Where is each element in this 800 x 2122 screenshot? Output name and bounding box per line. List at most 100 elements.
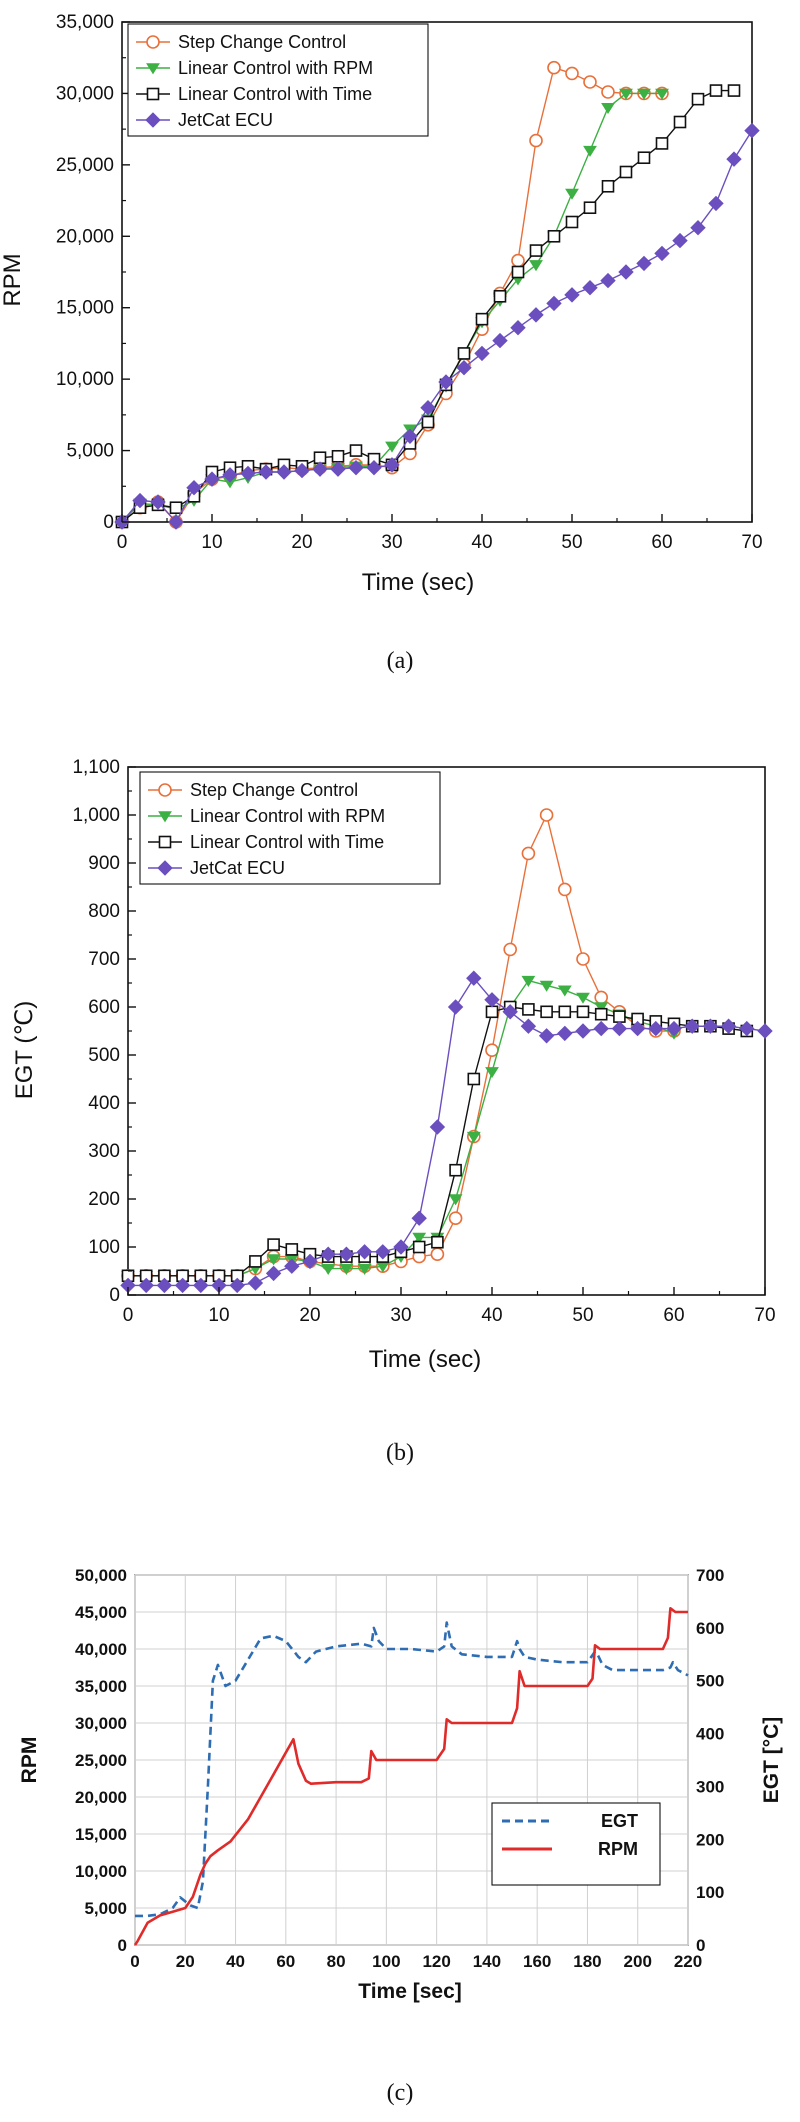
y-tick-label: 15,000 — [75, 1825, 127, 1844]
data-point — [502, 1004, 518, 1020]
data-point — [266, 1254, 281, 1266]
x-tick-label: 50 — [561, 532, 582, 553]
data-point — [629, 1020, 646, 1037]
y-tick-label: 900 — [88, 853, 120, 874]
data-point — [565, 215, 579, 229]
data-point — [521, 846, 536, 861]
data-point — [467, 1072, 481, 1086]
y-tick-label: 100 — [88, 1237, 120, 1258]
series-line-egt — [135, 1621, 689, 1918]
x-tick-label: 70 — [754, 1305, 775, 1326]
x-tick-label: 200 — [624, 1952, 652, 1971]
legend-a: Step Change Control Linear Control with R… — [127, 23, 429, 137]
data-point — [594, 1002, 609, 1014]
data-point — [539, 808, 554, 822]
data-point — [503, 942, 518, 957]
data-point — [421, 415, 435, 429]
data-point — [449, 1163, 462, 1177]
data-point — [673, 115, 687, 129]
data-point — [138, 1277, 154, 1294]
data-point — [511, 253, 525, 268]
legend-marker — [157, 860, 173, 876]
data-point — [619, 88, 633, 100]
x-tick-label: 30 — [390, 1305, 411, 1326]
data-point — [576, 952, 590, 966]
legend-marker — [158, 811, 172, 823]
x-tick-label: 40 — [471, 532, 492, 553]
data-point — [547, 229, 561, 243]
data-point — [648, 1020, 664, 1037]
data-point — [338, 1246, 355, 1262]
data-point — [538, 1028, 555, 1044]
data-point — [619, 165, 633, 179]
y2-tick-label: 400 — [696, 1725, 724, 1744]
legend-label: EGT — [601, 1811, 638, 1831]
y-axis-label-c: RPM — [18, 1737, 41, 1784]
data-point — [557, 882, 572, 897]
y2-tick-label: 600 — [696, 1619, 724, 1638]
legend-label: JetCat ECU — [178, 110, 273, 130]
data-point — [594, 990, 609, 1005]
data-point — [456, 360, 472, 376]
data-point — [475, 312, 489, 326]
caption-b: (b) — [386, 1440, 414, 1466]
data-point — [339, 1263, 354, 1275]
data-point — [466, 970, 482, 986]
legend-label: Linear Control with Time — [190, 832, 384, 852]
y-tick-label: 1,000 — [72, 805, 120, 826]
x-tick-label: 40 — [226, 1952, 245, 1971]
y-axis-label-a: RPM — [0, 253, 26, 306]
data-point — [156, 1277, 173, 1294]
y-tick-label: 10,000 — [56, 369, 114, 390]
legend-c: EGT RPM — [491, 1802, 661, 1886]
data-point — [672, 232, 688, 249]
x-tick-label: 30 — [381, 532, 402, 553]
data-point — [691, 92, 705, 106]
x-tick-label: 10 — [208, 1305, 229, 1326]
data-point — [528, 307, 544, 323]
chart-a: 0 10 20 30 40 50 60 70 0 5,000 10,000 15,000 20,000… — [0, 12, 763, 674]
data-point — [576, 1005, 590, 1019]
x-axis-label-b: Time (sec) — [369, 1346, 481, 1373]
y-tick-label: 5,000 — [66, 441, 114, 462]
data-point — [402, 428, 418, 444]
data-point — [474, 345, 490, 362]
data-point — [511, 265, 525, 279]
legend-marker — [145, 112, 161, 128]
x-tick-label: 0 — [130, 1952, 139, 1971]
data-point — [744, 122, 760, 139]
data-point — [240, 465, 256, 482]
data-point — [510, 320, 526, 336]
data-point — [438, 374, 454, 390]
data-point — [702, 1018, 719, 1034]
data-point — [429, 1119, 446, 1135]
data-point — [709, 84, 723, 97]
data-point — [186, 480, 202, 496]
data-point — [249, 1255, 262, 1268]
data-point — [484, 992, 500, 1008]
data-point — [565, 188, 579, 200]
y-tick-label: 25,000 — [75, 1751, 127, 1770]
data-point — [557, 1025, 573, 1042]
data-point — [430, 1247, 445, 1261]
y-tick-label: 35,000 — [75, 1677, 127, 1696]
y-tick-label: 35,000 — [56, 12, 114, 33]
data-point — [412, 1240, 426, 1254]
y2-axis-label-c: EGT [°C] — [760, 1717, 783, 1804]
chart-b: 0 10 20 30 40 50 60 70 0 100 200 300 400 500 600 700 80… — [11, 757, 776, 1466]
data-point — [393, 1239, 409, 1255]
data-point — [576, 992, 590, 1004]
data-point — [540, 1005, 553, 1019]
y-tick-label: 400 — [88, 1093, 120, 1114]
data-point — [356, 1244, 373, 1260]
x-axis-label-c: Time [sec] — [358, 1980, 462, 2003]
legend-label: Linear Control with RPM — [178, 58, 373, 78]
data-point — [637, 151, 651, 165]
data-point — [594, 1007, 608, 1021]
data-point — [583, 201, 597, 215]
data-point — [666, 1020, 682, 1037]
data-point — [757, 1023, 773, 1039]
data-point — [302, 1253, 318, 1270]
x-axis-label-a: Time (sec) — [362, 569, 474, 596]
data-point — [601, 179, 615, 193]
